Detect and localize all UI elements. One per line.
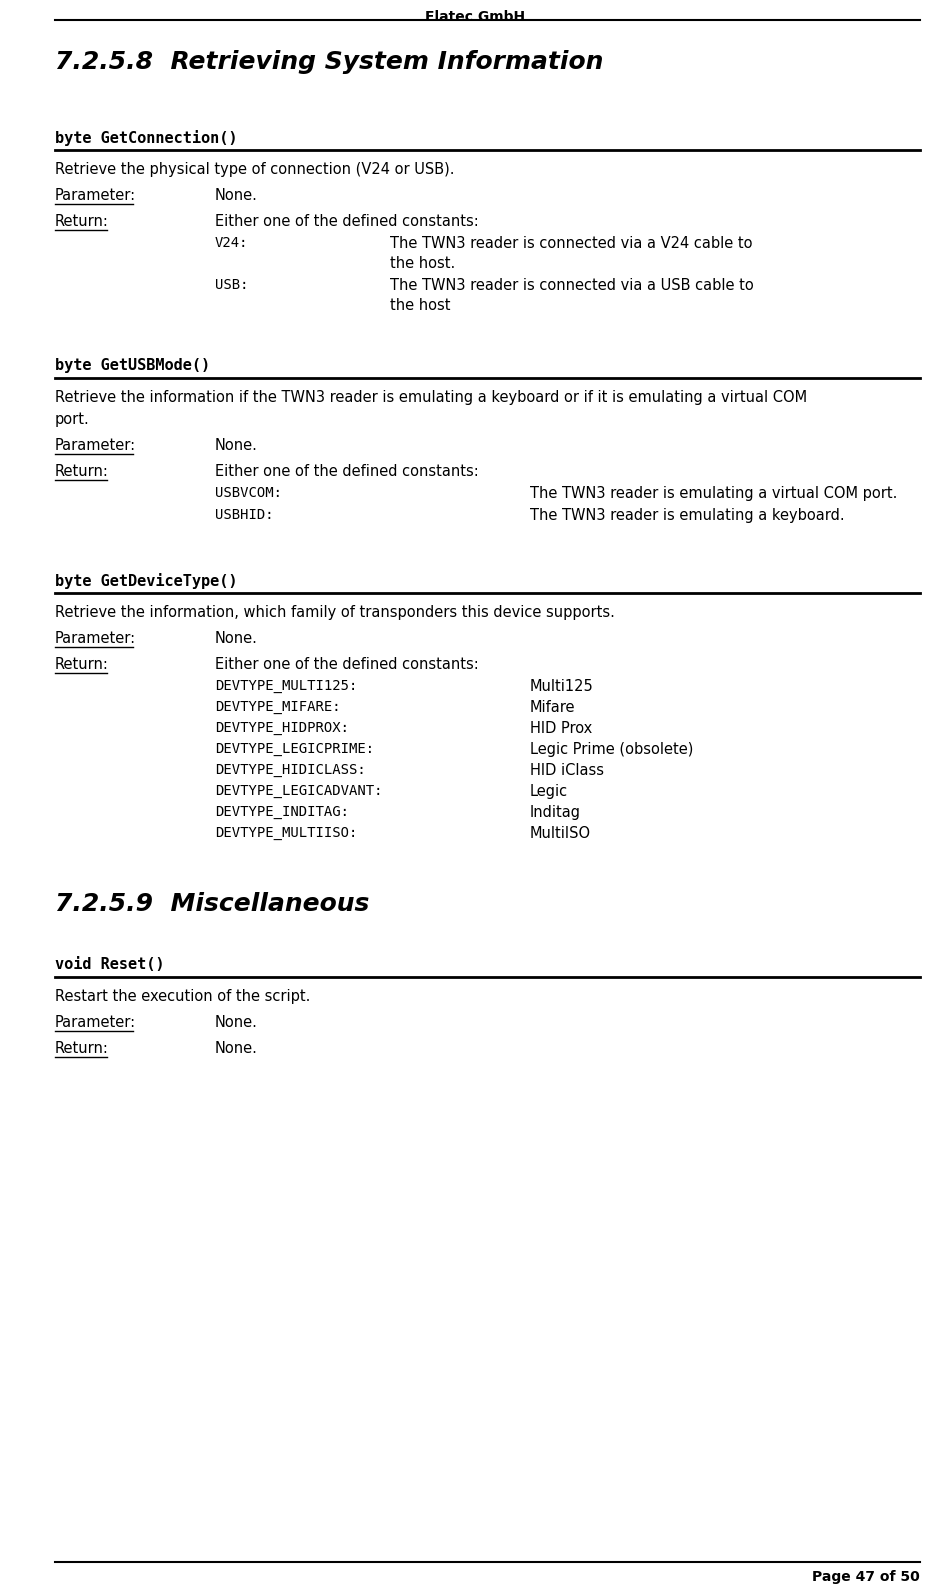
Text: the host.: the host. [390, 256, 456, 272]
Text: None.: None. [215, 439, 258, 453]
Text: 7.2.5.8  Retrieving System Information: 7.2.5.8 Retrieving System Information [55, 49, 603, 75]
Text: DEVTYPE_HIDICLASS:: DEVTYPE_HIDICLASS: [215, 763, 366, 777]
Text: DEVTYPE_MULTI125:: DEVTYPE_MULTI125: [215, 679, 358, 693]
Text: Restart the execution of the script.: Restart the execution of the script. [55, 988, 310, 1004]
Text: USB:: USB: [215, 278, 248, 292]
Text: DEVTYPE_MULTIISO:: DEVTYPE_MULTIISO: [215, 826, 358, 841]
Text: DEVTYPE_MIFARE:: DEVTYPE_MIFARE: [215, 701, 340, 713]
Text: The TWN3 reader is connected via a V24 cable to: The TWN3 reader is connected via a V24 c… [390, 237, 752, 251]
Text: Elatec GmbH: Elatec GmbH [425, 10, 525, 24]
Text: V24:: V24: [215, 237, 248, 249]
Text: MultiISO: MultiISO [530, 826, 592, 841]
Text: byte GetConnection(): byte GetConnection() [55, 130, 238, 146]
Text: port.: port. [55, 412, 89, 427]
Text: Either one of the defined constants:: Either one of the defined constants: [215, 656, 478, 672]
Text: HID iClass: HID iClass [530, 763, 604, 779]
Text: Parameter:: Parameter: [55, 1015, 136, 1030]
Text: Page 47 of 50: Page 47 of 50 [812, 1570, 920, 1584]
Text: Retrieve the information if the TWN3 reader is emulating a keyboard or if it is : Retrieve the information if the TWN3 rea… [55, 389, 807, 405]
Text: Mifare: Mifare [530, 701, 575, 715]
Text: None.: None. [215, 631, 258, 647]
Text: Parameter:: Parameter: [55, 631, 136, 647]
Text: The TWN3 reader is emulating a virtual COM port.: The TWN3 reader is emulating a virtual C… [530, 486, 898, 501]
Text: 7.2.5.9  Miscellaneous: 7.2.5.9 Miscellaneous [55, 891, 369, 915]
Text: Parameter:: Parameter: [55, 188, 136, 203]
Text: byte GetDeviceType(): byte GetDeviceType() [55, 574, 238, 590]
Text: DEVTYPE_LEGICADVANT:: DEVTYPE_LEGICADVANT: [215, 783, 382, 798]
Text: DEVTYPE_LEGICPRIME:: DEVTYPE_LEGICPRIME: [215, 742, 374, 756]
Text: HID Prox: HID Prox [530, 721, 592, 736]
Text: Return:: Return: [55, 656, 108, 672]
Text: Return:: Return: [55, 215, 108, 229]
Text: Legic: Legic [530, 783, 568, 799]
Text: USBHID:: USBHID: [215, 508, 274, 523]
Text: Retrieve the information, which family of transponders this device supports.: Retrieve the information, which family o… [55, 605, 615, 620]
Text: the host: the host [390, 299, 451, 313]
Text: Parameter:: Parameter: [55, 439, 136, 453]
Text: Return:: Return: [55, 1041, 108, 1057]
Text: None.: None. [215, 1041, 258, 1057]
Text: Retrieve the physical type of connection (V24 or USB).: Retrieve the physical type of connection… [55, 162, 455, 176]
Text: Legic Prime (obsolete): Legic Prime (obsolete) [530, 742, 693, 756]
Text: None.: None. [215, 1015, 258, 1030]
Text: DEVTYPE_HIDPROX:: DEVTYPE_HIDPROX: [215, 721, 349, 736]
Text: byte GetUSBMode(): byte GetUSBMode() [55, 358, 210, 373]
Text: Multi125: Multi125 [530, 679, 593, 694]
Text: Either one of the defined constants:: Either one of the defined constants: [215, 215, 478, 229]
Text: Inditag: Inditag [530, 806, 581, 820]
Text: Either one of the defined constants:: Either one of the defined constants: [215, 464, 478, 478]
Text: USBVCOM:: USBVCOM: [215, 486, 282, 501]
Text: The TWN3 reader is emulating a keyboard.: The TWN3 reader is emulating a keyboard. [530, 508, 844, 523]
Text: void Reset(): void Reset() [55, 957, 165, 972]
Text: The TWN3 reader is connected via a USB cable to: The TWN3 reader is connected via a USB c… [390, 278, 754, 292]
Text: Return:: Return: [55, 464, 108, 478]
Text: DEVTYPE_INDITAG:: DEVTYPE_INDITAG: [215, 806, 349, 818]
Text: None.: None. [215, 188, 258, 203]
